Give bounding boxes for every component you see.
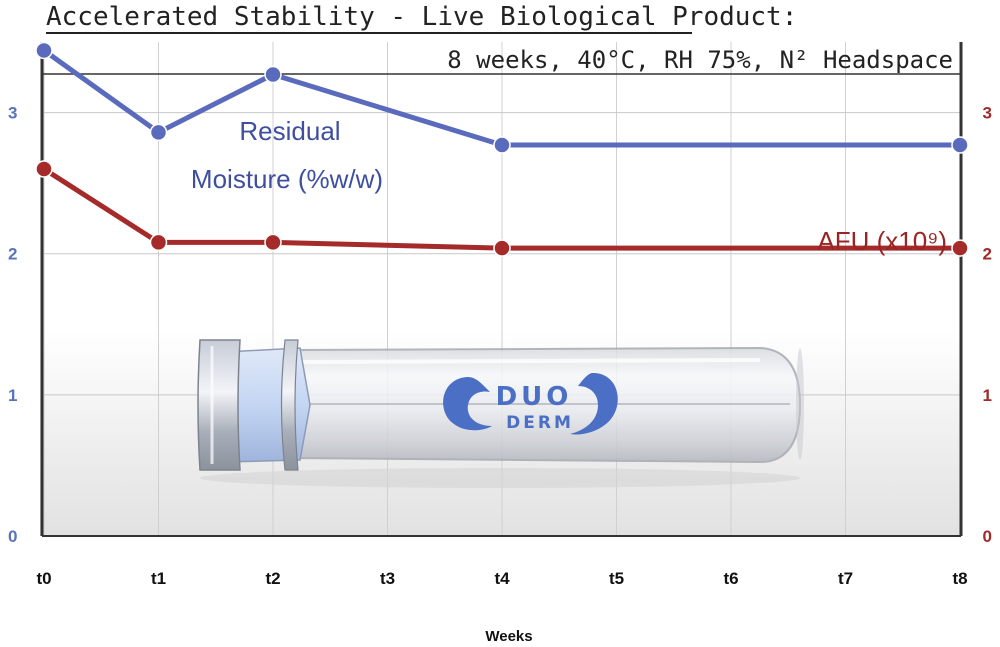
x-tick-t8: t8 bbox=[952, 569, 967, 588]
brand-line1: DUO bbox=[496, 382, 573, 412]
x-tick-t7: t7 bbox=[838, 569, 853, 588]
series-label-afu: AFU (x10⁹) bbox=[817, 226, 947, 256]
series-label-moisture-line2: Moisture (%w/w) bbox=[191, 164, 383, 194]
series-0-point-t4 bbox=[493, 136, 511, 154]
chart-title: Accelerated Stability - Live Biological … bbox=[46, 2, 797, 32]
y-right-tick-1: 1 bbox=[983, 386, 992, 405]
y-left-tick-3: 3 bbox=[8, 104, 17, 123]
y-left-tick-2: 2 bbox=[8, 245, 17, 264]
y-right-tick-2: 2 bbox=[983, 245, 992, 264]
series-1-point-t8 bbox=[951, 239, 969, 257]
axis-ticks: t0 t1 t2 t3 t4 t5 t6 t7 t8 0 1 2 3 0 1 2 3 bbox=[8, 104, 992, 588]
vial-illustration bbox=[197, 339, 804, 488]
x-tick-t4: t4 bbox=[494, 569, 510, 588]
series-1-point-t2 bbox=[264, 233, 282, 252]
series-layer bbox=[35, 41, 969, 257]
y-left-tick-0: 0 bbox=[8, 527, 17, 546]
y-left-tick-1: 1 bbox=[8, 386, 17, 405]
x-axis-label: Weeks bbox=[485, 628, 532, 645]
series-1-point-t0 bbox=[35, 160, 53, 178]
x-tick-t3: t3 bbox=[380, 569, 395, 588]
series-label-moisture-line1: Residual bbox=[239, 116, 340, 146]
series-0-point-t8 bbox=[951, 136, 969, 154]
brand-line2: DERM bbox=[506, 413, 574, 433]
x-tick-t2: t2 bbox=[265, 569, 280, 588]
brand-logo: DUO DERM bbox=[443, 372, 618, 435]
series-1-point-t4 bbox=[493, 239, 511, 257]
series-0-point-t0 bbox=[35, 41, 53, 60]
series-1-point-t1 bbox=[149, 233, 168, 252]
brand-swirl-right bbox=[570, 372, 618, 435]
y-right-tick-0: 0 bbox=[983, 527, 992, 546]
brand-swirl-left bbox=[443, 377, 492, 431]
series-0-point-t2 bbox=[264, 65, 282, 84]
x-tick-t1: t1 bbox=[151, 569, 166, 588]
chart-subtitle: 8 weeks, 40°C, RH 75%, N² Headspace bbox=[447, 46, 953, 74]
series-0-point-t1 bbox=[149, 123, 168, 142]
x-tick-t6: t6 bbox=[723, 569, 738, 588]
y-right-tick-3: 3 bbox=[983, 104, 992, 123]
x-tick-t5: t5 bbox=[609, 569, 624, 588]
x-tick-t0: t0 bbox=[36, 569, 51, 588]
